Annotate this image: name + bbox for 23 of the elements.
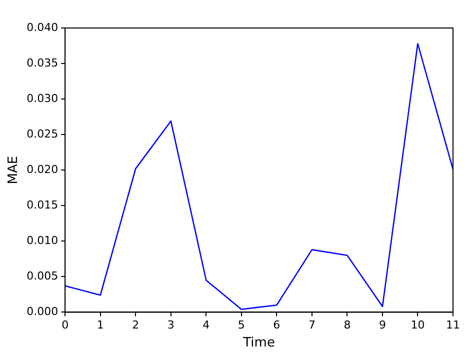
x-tick-label: 10	[410, 318, 425, 332]
x-tick-label: 9	[378, 318, 386, 332]
x-tick-label: 8	[344, 318, 351, 332]
x-tick-label: 6	[273, 318, 280, 332]
y-tick-label: 0.035	[26, 56, 58, 70]
y-tick-label: 0.015	[26, 198, 58, 212]
x-tick-label: 11	[446, 318, 460, 332]
y-tick-label: 0.030	[26, 92, 58, 105]
y-tick-label: 0.005	[26, 270, 58, 283]
y-tick-label: 0.000	[26, 305, 58, 318]
x-tick-label: 5	[238, 318, 245, 332]
x-tick-label: 4	[202, 318, 210, 332]
x-tick-label: 1	[96, 318, 104, 332]
y-tick-label: 0.020	[26, 162, 58, 176]
y-tick-label: 0.040	[26, 20, 58, 34]
x-tick-label: 2	[132, 318, 140, 332]
x-axis-title: Time	[242, 336, 275, 351]
x-tick-label: 7	[308, 318, 316, 332]
x-tick-label: 3	[167, 318, 174, 332]
y-tick-label: 0.025	[26, 127, 58, 140]
y-tick-label: 0.010	[26, 234, 58, 248]
x-tick-label: 0	[62, 318, 69, 332]
y-axis-title: MAE	[6, 156, 22, 184]
